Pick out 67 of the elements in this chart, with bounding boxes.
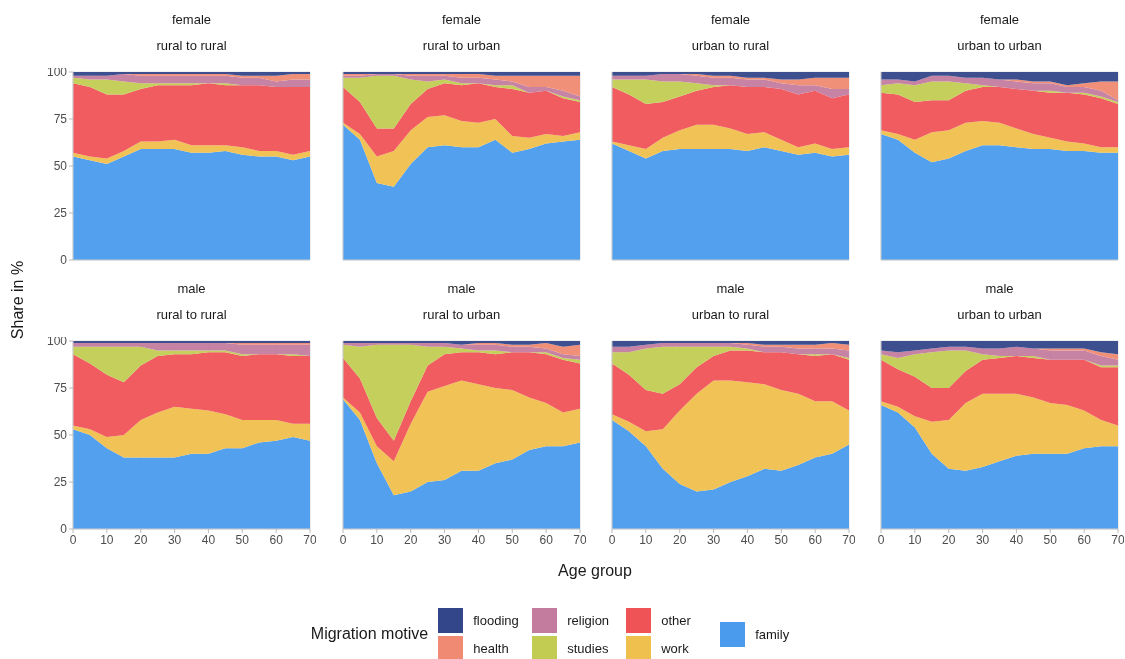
y-tick-label: 100 [46, 65, 68, 80]
x-tick-label: 60 [1077, 532, 1092, 547]
x-tick-label: 30 [975, 532, 990, 547]
x-tick-label: 20 [673, 532, 687, 547]
x-tick-label: 10 [908, 532, 922, 547]
y-tick-label: 25 [53, 475, 68, 490]
legend-label: studies [567, 640, 609, 656]
chart-title: male [446, 281, 477, 298]
y-tick-label: 100 [46, 334, 68, 349]
legend-label: flooding [473, 612, 519, 628]
x-tick-label: 50 [1043, 532, 1058, 547]
legend-label: other [661, 612, 691, 628]
x-tick-label: 10 [100, 532, 114, 547]
x-tick-label: 60 [539, 532, 554, 547]
chart-subtitle: rural to rural [155, 38, 228, 54]
x-tick-label: 40 [1009, 532, 1024, 547]
x-tick-label: 50 [235, 532, 250, 547]
chart-subtitle: urban to urban [956, 307, 1043, 323]
x-tick-label: 70 [303, 532, 317, 547]
chart-subtitle: rural to urban [421, 38, 502, 54]
x-tick-label: 40 [740, 532, 755, 547]
x-tick-label: 70 [1111, 532, 1125, 547]
y-tick-label: 0 [60, 253, 68, 268]
x-tick-label: 10 [639, 532, 653, 547]
x-tick-label: 70 [842, 532, 856, 547]
x-tick-label: 10 [370, 532, 384, 547]
y-tick-label: 50 [53, 159, 68, 174]
chart-title: female [441, 12, 482, 29]
x-tick-label: 40 [201, 532, 216, 547]
x-tick-label: 50 [505, 532, 520, 547]
legend-label: family [755, 626, 790, 642]
x-tick-label: 20 [404, 532, 418, 547]
x-tick-label: 0 [608, 532, 616, 547]
chart-subtitle: urban to rural [690, 38, 771, 54]
x-tick-label: 0 [877, 532, 885, 547]
x-tick-label: 20 [134, 532, 148, 547]
y-tick-label: 50 [53, 428, 68, 443]
y-tick-label: 25 [53, 206, 68, 221]
chart-title: male [715, 281, 746, 298]
y-tick-label: 0 [60, 522, 68, 537]
chart-title: female [710, 12, 751, 29]
legend-label: health [473, 640, 509, 656]
y-tick-label: 75 [53, 381, 68, 396]
chart-title: female [979, 12, 1020, 29]
x-tick-label: 20 [942, 532, 956, 547]
x-tick-label: 70 [573, 532, 587, 547]
y-tick-label: 75 [53, 112, 68, 127]
x-axis-title: Age group [557, 562, 633, 580]
chart-subtitle: rural to rural [155, 307, 228, 323]
x-tick-label: 40 [471, 532, 486, 547]
legend-label: work [661, 640, 689, 656]
chart-title: male [984, 281, 1015, 298]
x-tick-label: 60 [808, 532, 823, 547]
chart-subtitle: urban to rural [690, 307, 771, 323]
chart-subtitle: urban to urban [956, 38, 1043, 54]
x-tick-label: 0 [339, 532, 347, 547]
legend-title: Migration motive [310, 625, 429, 643]
y-axis-title: Share in % [9, 260, 27, 340]
chart-subtitle: rural to urban [421, 307, 502, 323]
legend-label: religion [567, 612, 610, 628]
chart-title: female [171, 12, 212, 29]
x-tick-label: 30 [437, 532, 452, 547]
x-tick-label: 30 [706, 532, 721, 547]
chart-title: male [176, 281, 207, 298]
x-tick-label: 50 [774, 532, 789, 547]
x-tick-label: 30 [167, 532, 182, 547]
x-tick-label: 60 [269, 532, 284, 547]
